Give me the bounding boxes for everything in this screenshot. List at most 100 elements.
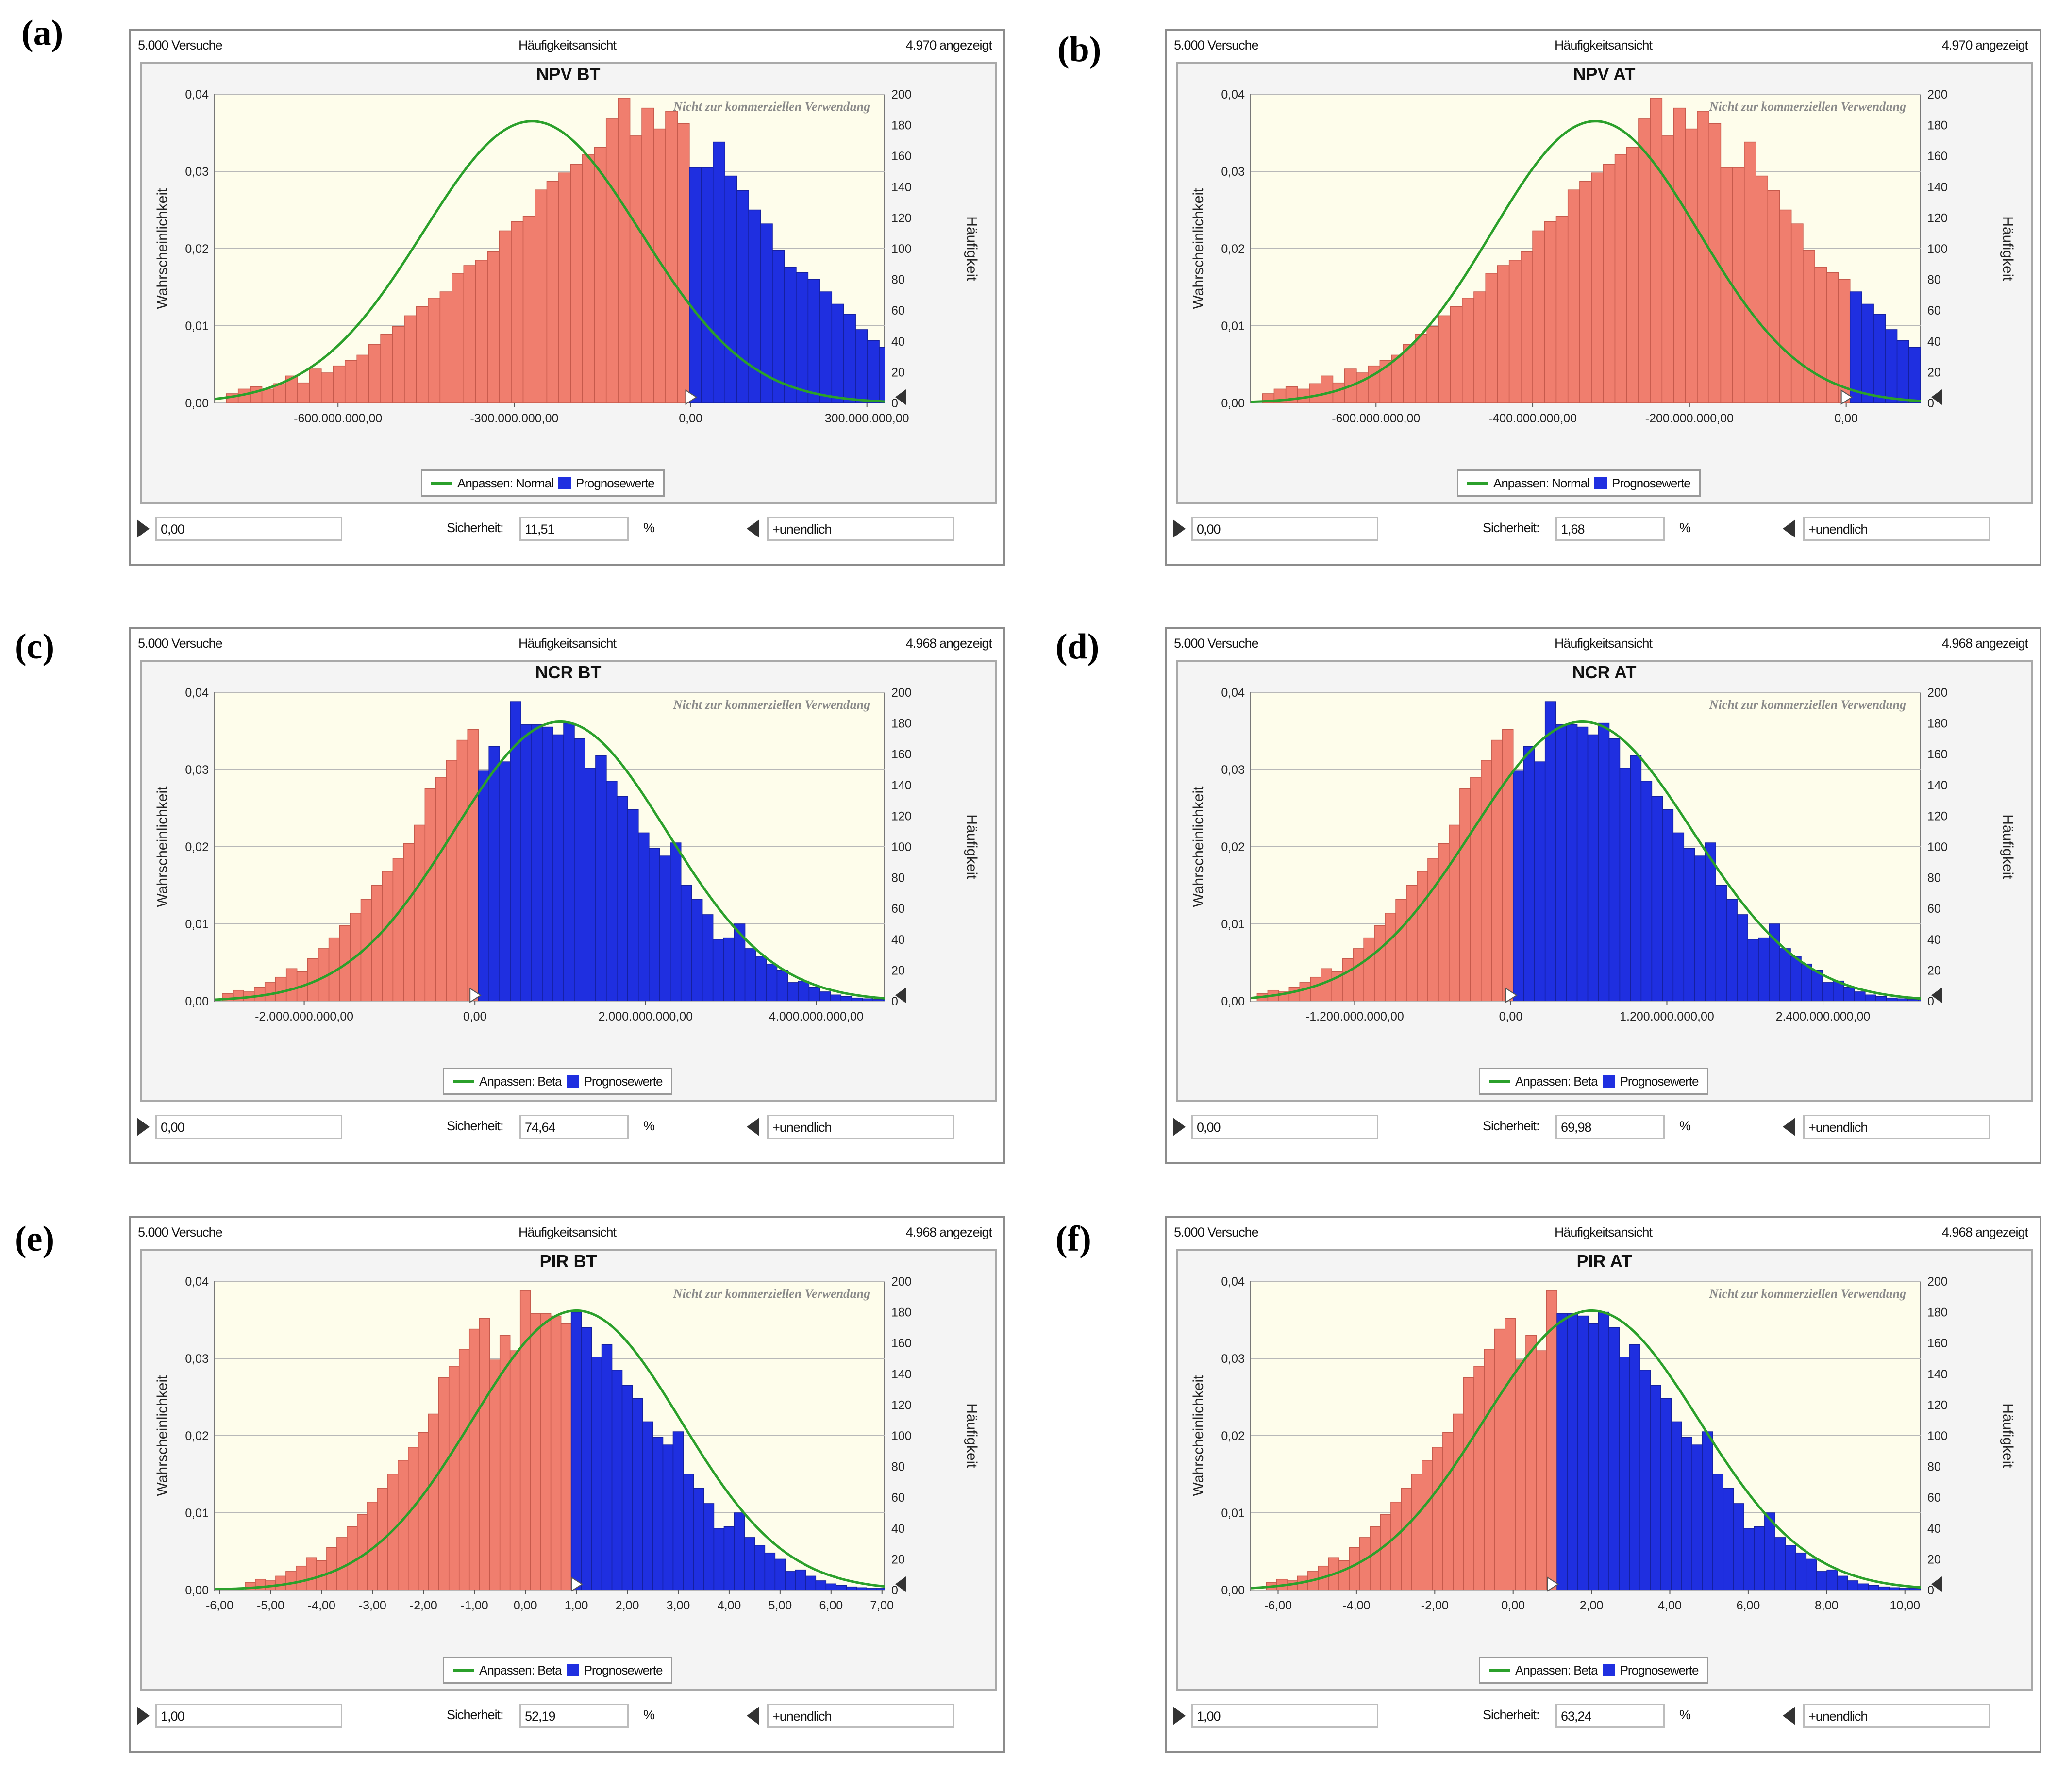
histogram-bar [1603, 164, 1616, 403]
histogram-bar [1427, 858, 1439, 1001]
histogram-bar [1956, 377, 1968, 403]
histogram-bar [1567, 1313, 1578, 1590]
lower-bound-arrow-icon[interactable] [1173, 1118, 1186, 1136]
y2-tick-label: 200 [1927, 1275, 1948, 1289]
histogram-bar [815, 1580, 827, 1590]
histogram-bar [1626, 147, 1639, 403]
view-mode[interactable]: Häufigkeitsansicht [1554, 1225, 1653, 1239]
histogram-bar [867, 340, 880, 403]
histogram-bar [408, 1447, 419, 1590]
fit-curve [215, 1309, 885, 1590]
upper-bound-input[interactable]: +unendlich [1803, 1115, 1990, 1139]
histogram-bar [1390, 1501, 1402, 1590]
lower-bound-input[interactable]: 0,00 [155, 517, 342, 541]
lower-bound-input[interactable]: 0,00 [1191, 517, 1378, 541]
histogram-bar [392, 858, 404, 1001]
y2-tick-label: 200 [891, 686, 912, 700]
bars [222, 701, 885, 1001]
y2-tick-label: 160 [1927, 150, 1948, 163]
upper-marker [895, 389, 906, 405]
upper-bound-input[interactable]: +unendlich [767, 517, 954, 541]
y-axis-label: Wahrscheinlichkeit [154, 188, 170, 309]
histogram-bar [772, 250, 785, 403]
lower-bound-arrow-icon[interactable] [137, 1118, 150, 1136]
x-tick-label: -6,00 [206, 1599, 234, 1612]
x-tick-label: -4,00 [1342, 1599, 1370, 1612]
histogram-bar [1310, 976, 1321, 1001]
y-tick-label: 0,01 [1221, 918, 1245, 931]
view-mode[interactable]: Häufigkeitsansicht [518, 636, 617, 651]
certainty-input[interactable]: 69,98 [1555, 1115, 1665, 1139]
y2-tick-label: 140 [1927, 181, 1948, 194]
certainty-input[interactable]: 1,68 [1555, 517, 1665, 541]
histogram-bar [380, 334, 393, 403]
lower-bound-input[interactable]: 0,00 [155, 1115, 342, 1139]
upper-bound-input[interactable]: +unendlich [767, 1704, 954, 1728]
histogram-bar [1878, 1586, 1890, 1590]
upper-bound-input[interactable]: +unendlich [1803, 517, 1990, 541]
lower-bound-input[interactable]: 1,00 [155, 1704, 342, 1728]
lower-bound-arrow-icon[interactable] [137, 1707, 150, 1725]
histogram-bar [535, 189, 548, 403]
upper-bound-input[interactable]: +unendlich [1803, 1704, 1990, 1728]
y2-tick-label: 60 [1927, 1491, 1941, 1505]
histogram-bar [1484, 1349, 1495, 1590]
shown-count: 4.968 angezeigt [1941, 1225, 2028, 1239]
histogram-bar [724, 175, 737, 403]
lower-bound-arrow-icon[interactable] [1173, 1707, 1186, 1725]
histogram-bar [702, 914, 714, 1001]
trials-count: 5.000 Versuche [138, 636, 223, 651]
chart-area: NCR AT 0,00 0,01 0,02 0,03 0,04 0 20 40 60 80 100 1… [1176, 660, 2033, 1102]
x-tick-label: 0,00 [463, 1010, 487, 1023]
histogram-bar [306, 1557, 317, 1590]
view-mode[interactable]: Häufigkeitsansicht [518, 1225, 617, 1239]
histogram-bar [1411, 1474, 1422, 1590]
histogram-bar [1619, 1357, 1630, 1590]
histogram-bar [723, 1526, 735, 1590]
histogram-bar [927, 377, 938, 403]
lower-bound-arrow-icon[interactable] [1173, 519, 1186, 538]
lower-bound-input[interactable]: 0,00 [1191, 1115, 1378, 1139]
upper-bound-arrow-icon[interactable] [747, 519, 759, 538]
histogram-bar [1779, 948, 1791, 1001]
upper-bound-input[interactable]: +unendlich [767, 1115, 954, 1139]
upper-bound-arrow-icon[interactable] [1783, 519, 1795, 538]
histogram-bar [1822, 982, 1834, 1001]
histogram-bar [1491, 739, 1503, 1001]
histogram-bar [1790, 956, 1802, 1001]
histogram-bar [1473, 291, 1486, 403]
upper-bound-arrow-icon[interactable] [1783, 1118, 1795, 1136]
y-axis-label: Wahrscheinlichkeit [1190, 188, 1206, 309]
histogram-bar [1650, 98, 1663, 403]
y-tick-label: 0,04 [185, 88, 209, 101]
x-tick-label: 2,00 [1580, 1599, 1604, 1612]
histogram-bar [1838, 279, 1851, 403]
upper-bound-arrow-icon[interactable] [1783, 1707, 1795, 1725]
x-tick-label: -2,00 [410, 1599, 437, 1612]
histogram-bar [670, 842, 682, 1001]
view-mode[interactable]: Häufigkeitsansicht [518, 38, 617, 52]
lower-bound-input[interactable]: 1,00 [1191, 1704, 1378, 1728]
certainty-input[interactable]: 74,64 [519, 1115, 629, 1139]
histogram-bar [632, 1398, 643, 1590]
certainty-input[interactable]: 11,51 [519, 517, 629, 541]
upper-bound-arrow-icon[interactable] [747, 1118, 759, 1136]
certainty-input[interactable]: 63,24 [1555, 1704, 1665, 1728]
certainty-input[interactable]: 52,19 [519, 1704, 629, 1728]
histogram-bar [1515, 1359, 1526, 1590]
y2-axis-label: Häufigkeit [2000, 814, 2016, 879]
lower-bound-arrow-icon[interactable] [137, 519, 150, 538]
fit-curve [215, 120, 885, 403]
histogram-bar [915, 370, 926, 403]
view-mode[interactable]: Häufigkeitsansicht [1554, 38, 1653, 52]
histogram-bar [1885, 329, 1898, 403]
y-tick-label: 0,00 [1221, 397, 1245, 410]
y-tick-label: 0,04 [1221, 686, 1245, 700]
histogram-bar [424, 788, 436, 1001]
view-mode[interactable]: Häufigkeitsansicht [1554, 636, 1653, 651]
watermark-text: Nicht zur kommerziellen Verwendung [673, 100, 870, 114]
upper-bound-arrow-icon[interactable] [747, 1707, 759, 1725]
histogram-bar [1395, 899, 1407, 1001]
histogram-bar [1619, 768, 1631, 1001]
y2-tick-label: 200 [1927, 88, 1948, 101]
